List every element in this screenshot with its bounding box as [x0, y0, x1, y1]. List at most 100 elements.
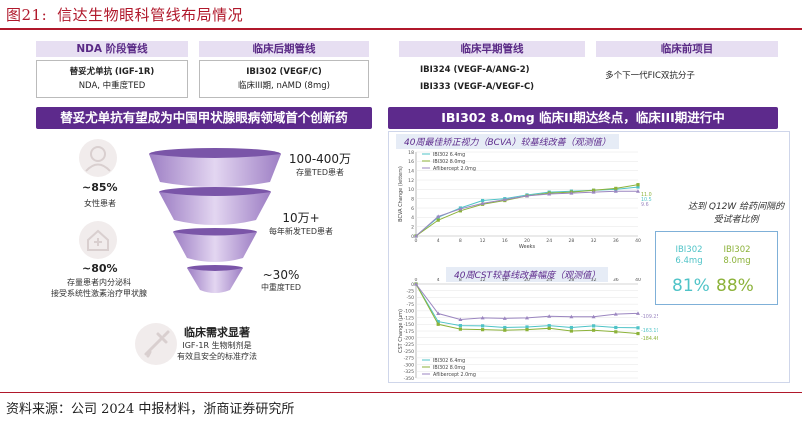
x-tick-label: 36: [613, 278, 619, 283]
header-preclinical: 临床前项目: [596, 41, 778, 57]
y-tick-label: -325: [404, 369, 415, 375]
x-tick-label: 8: [459, 238, 462, 244]
end-value-label: -109.25: [641, 314, 658, 320]
x-tick-label: 32: [591, 238, 597, 244]
data-point: [503, 328, 507, 332]
clinical-need-title: 临床需求显著: [184, 326, 250, 339]
data-point: [636, 189, 640, 193]
data-point: [436, 322, 440, 326]
ratio-name-6-4mg: IBI302 6.4mg: [669, 245, 709, 267]
chart1-title: 40周最佳矫正视力（BCVA）较基线改善（观测值）: [396, 134, 619, 149]
x-tick-label: 12: [480, 278, 486, 283]
y-tick-label: 0: [411, 234, 414, 240]
data-point: [458, 327, 462, 331]
figure-number: 图21:: [6, 6, 48, 24]
data-point: [502, 316, 507, 320]
title-rule: [0, 28, 802, 30]
female-pct: ~85%: [82, 181, 118, 194]
data-point: [547, 326, 551, 330]
ratio-name-8-0mg-line1: IBI302: [723, 245, 751, 255]
data-point: [569, 325, 573, 330]
end-value-label: -184.46: [641, 336, 658, 342]
endocrine-label-line2: 接受系统性激素治疗甲状腺: [51, 289, 147, 298]
clinical-need-line2: 有效且安全的标准疗法: [177, 352, 257, 361]
late-indication: 临床III期, nAMD (8mg): [238, 81, 330, 91]
figure-title-text: 信达生物眼科管线布局情况: [57, 6, 244, 24]
preclinical-item: 多个下一代FIC双抗分子: [605, 71, 695, 81]
left-banner: 替妥尤单抗有望成为中国甲状腺眼病领域首个创新药: [36, 107, 372, 129]
ratio-value-8-0mg: 88%: [716, 276, 754, 296]
series-line: [415, 283, 639, 320]
endocrine-label: 存量患者内分泌科 接受系统性激素治疗甲状腺: [44, 277, 154, 299]
legend-label: IBI302 6.4mg: [433, 152, 465, 158]
data-point: [480, 315, 485, 320]
legend-label: IBI302 8.0mg: [433, 159, 465, 165]
data-point: [458, 317, 463, 321]
y-tick-label: 10: [408, 187, 414, 193]
y-tick-label: -25: [406, 289, 414, 295]
data-point: [481, 198, 485, 203]
header-early: 临床早期管线: [399, 41, 585, 57]
data-point: [614, 325, 618, 330]
x-tick-label: 0: [415, 278, 418, 283]
data-point: [592, 324, 596, 328]
early-item-1: IBI324 (VEGF-A/ANG-2): [420, 65, 530, 75]
legend-label: IBI302 6.4mg: [433, 358, 465, 364]
female-patient-icon: [79, 139, 117, 177]
data-point: [436, 311, 441, 316]
y-tick-label: 18: [408, 150, 414, 156]
end-value-label: 10.5: [641, 197, 652, 203]
data-point: [502, 197, 507, 202]
data-point: [547, 314, 552, 318]
end-value-label: 9.6: [641, 202, 649, 208]
x-tick-label: 4: [437, 238, 440, 244]
x-tick-label: 28: [568, 278, 574, 283]
funnel-graphic: [149, 148, 281, 293]
funnel-level-2-value: 10万+: [282, 211, 320, 225]
early-item-2: IBI333 (VEGF-A/VEGF-C): [420, 82, 535, 92]
data-point: [525, 193, 529, 198]
x-tick-label: 16: [502, 278, 508, 283]
data-point: [547, 324, 551, 328]
funnel-level-1-label: 存量TED患者: [295, 168, 345, 177]
right-banner: IBI302 8.0mg 临床II期达终点，临床III期进行中: [388, 107, 778, 129]
y-tick-label: 14: [408, 168, 414, 174]
cst-chart: 0-25-50-75-100-125-150-175-200-225-250-2…: [398, 278, 658, 382]
x-tick-label: 4: [437, 278, 440, 283]
ratio-note: 达到 Q12W 给药间隔的 受试者比例: [688, 201, 784, 227]
y-tick-label: -250: [404, 349, 415, 355]
y-tick-label: -200: [404, 336, 415, 342]
end-value-label: 11.0: [641, 192, 652, 198]
series-line: [415, 190, 638, 237]
y-tick-label: 2: [411, 224, 414, 230]
data-point: [569, 329, 573, 333]
nda-box: 替妥尤单抗 (IGF-1R) NDA, 中重度TED: [36, 60, 188, 98]
ratio-note-line2: 受试者比例: [713, 215, 759, 225]
figure-title: 图21: 信达生物眼科管线布局情况: [6, 4, 243, 25]
x-tick-label: 40: [635, 278, 641, 283]
data-point: [569, 314, 574, 319]
data-point: [636, 331, 640, 336]
ratio-note-line1: 达到 Q12W 给药间隔的: [688, 202, 785, 212]
header-late: 临床后期管线: [199, 41, 369, 57]
late-drug: IBI302: [246, 67, 277, 77]
data-point: [614, 186, 618, 190]
source-note: 资料来源：公司 2024 中报材料，浙商证券研究所: [6, 402, 295, 417]
data-point: [636, 185, 640, 189]
x-tick-label: 8: [459, 278, 462, 283]
x-tick-label: 28: [568, 238, 574, 244]
data-point: [636, 183, 640, 187]
header-nda: NDA 阶段管线: [36, 41, 188, 57]
y-tick-label: -225: [404, 342, 415, 348]
x-tick-label: 0: [415, 238, 418, 244]
clinical-need: 临床需求显著 IGF-1R 生物制剂是 有效且安全的标准疗法: [172, 324, 262, 362]
data-point: [458, 324, 462, 328]
x-tick-label: 16: [502, 238, 508, 244]
x-tick-label: 20: [524, 278, 530, 283]
x-tick-label: 20: [524, 238, 530, 244]
y-tick-label: -50: [406, 295, 414, 301]
ratio-box: [655, 231, 778, 305]
legend-label: IBI302 8.0mg: [433, 365, 465, 371]
ratio-name-8-0mg-line2: 8.0mg: [723, 256, 751, 266]
data-point: [414, 282, 418, 286]
